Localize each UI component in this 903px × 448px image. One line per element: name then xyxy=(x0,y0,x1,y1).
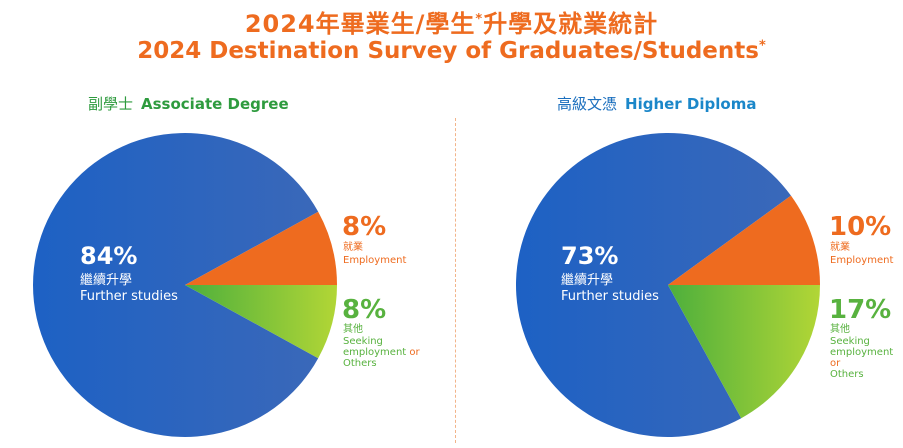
further-studies-percent-label: 84% xyxy=(80,242,138,270)
others-en-label: Seeking employment or Others xyxy=(830,336,894,380)
chart-title-english: 2024 Destination Survey of Graduates/Stu… xyxy=(137,38,766,64)
employment-zh-label: 就業 xyxy=(343,242,363,253)
others-zh-label: 其他 xyxy=(830,324,850,335)
chart-title-chinese: 2024年畢業生/學生*升學及就業統計 xyxy=(244,10,659,38)
others-en-label: Seeking employment or Others xyxy=(343,336,420,369)
pie-slice-employment xyxy=(668,195,820,285)
pie-slice-others xyxy=(185,285,337,359)
employment-percent-label: 10% xyxy=(829,212,892,242)
further-studies-en-label: Further studies xyxy=(561,289,659,304)
employment-percent-label: 8% xyxy=(342,212,387,242)
further-studies-percent-label: 73% xyxy=(561,242,619,270)
others-percent-label: 17% xyxy=(829,295,892,325)
higher-diploma-heading: 高級文憑 Higher Diploma xyxy=(557,95,757,113)
employment-en-label: Employment xyxy=(343,255,407,266)
further-studies-zh-label: 繼續升學 xyxy=(80,273,133,288)
pie-slice-further-studies xyxy=(33,133,319,437)
further-studies-zh-label: 繼續升學 xyxy=(561,273,614,288)
panel-divider xyxy=(455,118,456,443)
pie-slice-employment xyxy=(185,211,337,285)
further-studies-en-label: Further studies xyxy=(80,289,178,304)
others-zh-label: 其他 xyxy=(343,324,363,335)
pie-slice-further-studies xyxy=(516,133,791,438)
others-percent-label: 8% xyxy=(342,295,387,325)
pie-slice-others xyxy=(668,285,820,419)
associate-degree-heading: 副學士 Associate Degree xyxy=(88,95,289,113)
employment-en-label: Employment xyxy=(830,255,894,266)
employment-zh-label: 就業 xyxy=(830,242,850,253)
